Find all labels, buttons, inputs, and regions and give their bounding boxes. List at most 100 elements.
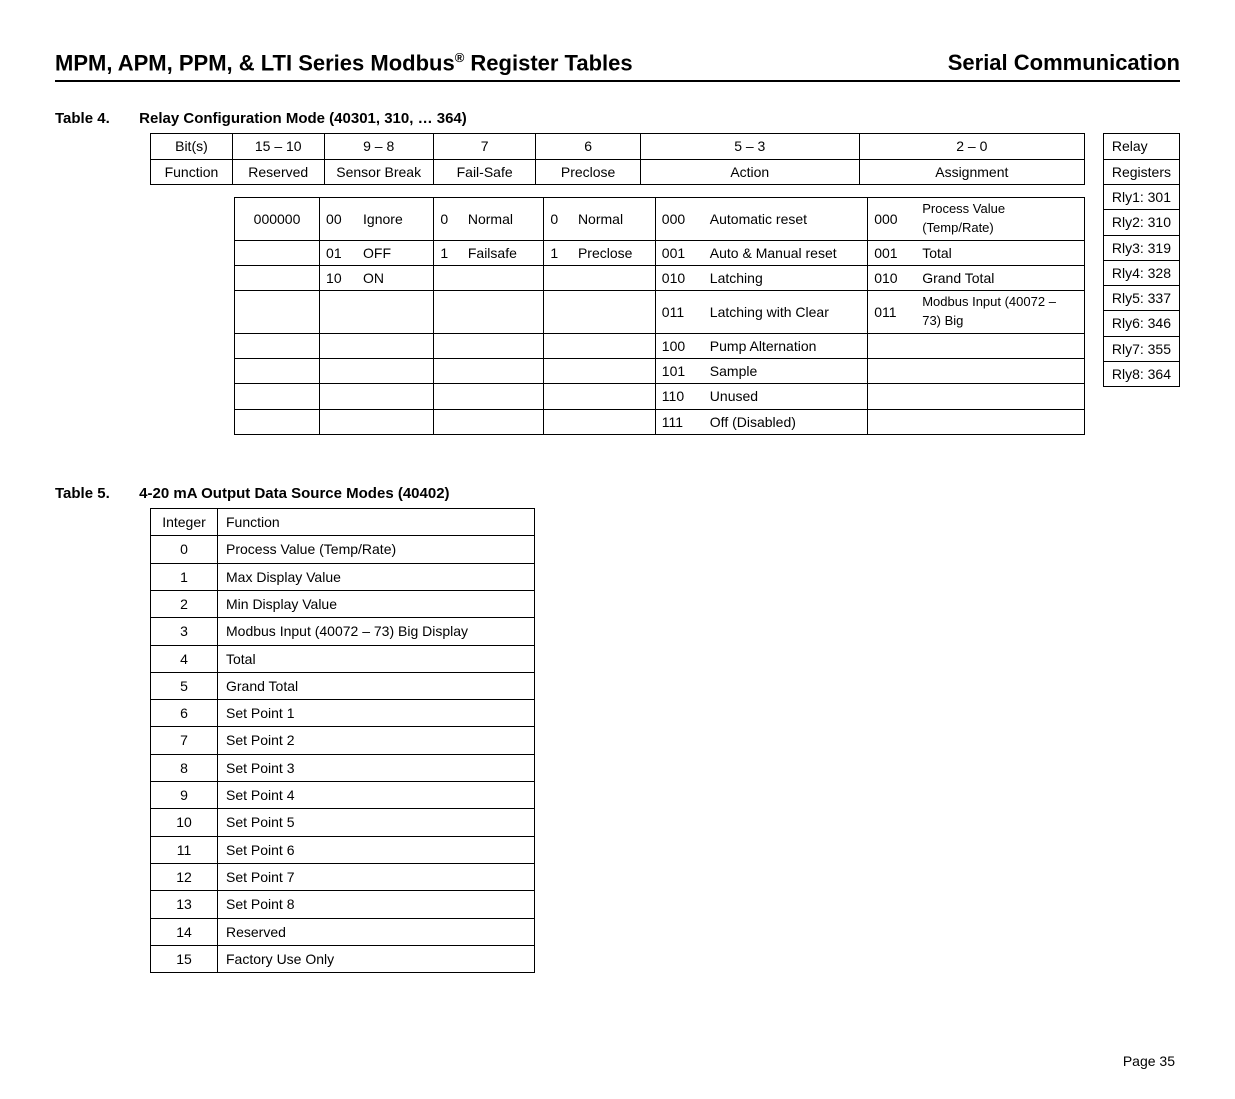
cell-code [868, 384, 917, 409]
table4-caption: Table 4. Relay Configuration Mode (40301… [55, 110, 1180, 127]
t5-fn: Set Point 4 [218, 782, 535, 809]
cell-code: 000 [868, 197, 917, 240]
t5-fn: Set Point 8 [218, 891, 535, 918]
cell-code [434, 291, 462, 334]
cell-code: 011 [868, 291, 917, 334]
cell-code: 110 [655, 384, 704, 409]
table5-caption-title: 4-20 mA Output Data Source Modes (40402) [139, 485, 449, 502]
t4-bits-15-10: 15 – 10 [232, 134, 324, 159]
relay-entry: Rly6: 346 [1103, 311, 1179, 336]
cell-label [916, 409, 1084, 434]
cell-label [572, 384, 655, 409]
t4-bits-2-0: 2 – 0 [859, 134, 1084, 159]
table4-header-row-bits: Bit(s) 15 – 10 9 – 8 7 6 5 – 3 2 – 0 [151, 134, 1085, 159]
t4-fn-action: Action [640, 159, 859, 184]
table5-row: 15Factory Use Only [151, 945, 535, 972]
cell-label [462, 265, 544, 290]
table5: IntegerFunction0Process Value (Temp/Rate… [150, 508, 535, 973]
table4-row: 10ON010Latching010Grand Total [235, 265, 1085, 290]
cell-reserved [235, 240, 320, 265]
relay-row: Registers [1103, 159, 1179, 184]
t5-fn: Process Value (Temp/Rate) [218, 536, 535, 563]
cell-code: 001 [868, 240, 917, 265]
t5-fn: Total [218, 645, 535, 672]
header-title-prefix: MPM, APM, PPM, & LTI Series Modbus [55, 50, 455, 75]
t4-fn-failsafe: Fail-Safe [433, 159, 536, 184]
cell-code: 10 [320, 265, 358, 290]
cell-reserved [235, 409, 320, 434]
t4-bits-5-3: 5 – 3 [640, 134, 859, 159]
table4-header: Bit(s) 15 – 10 9 – 8 7 6 5 – 3 2 – 0 Fun… [150, 133, 1085, 185]
header-section: Serial Communication [948, 50, 1180, 76]
table4-left: Bit(s) 15 – 10 9 – 8 7 6 5 – 3 2 – 0 Fun… [150, 133, 1085, 435]
header-title-sup: ® [455, 50, 465, 65]
table5-row: 10Set Point 5 [151, 809, 535, 836]
t5-int: 7 [151, 727, 218, 754]
cell-code [544, 333, 572, 358]
t5-fn: Modbus Input (40072 – 73) Big Display [218, 618, 535, 645]
relay-entry: Rly7: 355 [1103, 336, 1179, 361]
t5-fn: Set Point 3 [218, 754, 535, 781]
table5-row: 2Min Display Value [151, 590, 535, 617]
table4-row: 111Off (Disabled) [235, 409, 1085, 434]
cell-label: Ignore [357, 197, 434, 240]
cell-label: Auto & Manual reset [704, 240, 868, 265]
cell-code [320, 291, 358, 334]
t5-fn: Min Display Value [218, 590, 535, 617]
table5-row: 8Set Point 3 [151, 754, 535, 781]
t5-int: 4 [151, 645, 218, 672]
relay-entry: Rly4: 328 [1103, 260, 1179, 285]
cell-code [868, 333, 917, 358]
t5-int: 10 [151, 809, 218, 836]
table5-caption: Table 5. 4-20 mA Output Data Source Mode… [55, 485, 1180, 502]
t5-fn: Grand Total [218, 672, 535, 699]
t5-int: 6 [151, 700, 218, 727]
cell-label: Latching with Clear [704, 291, 868, 334]
cell-label [357, 291, 434, 334]
relay-row: Rly4: 328 [1103, 260, 1179, 285]
relay-header: Relay [1103, 134, 1179, 159]
table4-row: 100Pump Alternation [235, 333, 1085, 358]
cell-code: 010 [868, 265, 917, 290]
table4-caption-num: Table 4. [55, 110, 135, 127]
table4-layout: Bit(s) 15 – 10 9 – 8 7 6 5 – 3 2 – 0 Fun… [150, 133, 1180, 435]
t5-fn: Set Point 1 [218, 700, 535, 727]
t5-int: 13 [151, 891, 218, 918]
t5-fn: Reserved [218, 918, 535, 945]
cell-reserved [235, 384, 320, 409]
cell-code [434, 333, 462, 358]
table4-row: 01OFF1Failsafe1Preclose001Auto & Manual … [235, 240, 1085, 265]
t5-fn: Set Point 5 [218, 809, 535, 836]
cell-label [462, 409, 544, 434]
cell-label [357, 409, 434, 434]
relay-row: Rly8: 364 [1103, 362, 1179, 387]
cell-label [357, 359, 434, 384]
relay-entry: Rly1: 301 [1103, 184, 1179, 209]
relay-row: Rly1: 301 [1103, 184, 1179, 209]
cell-label: Unused [704, 384, 868, 409]
t5-int: 8 [151, 754, 218, 781]
t4-bits-9-8: 9 – 8 [324, 134, 433, 159]
table4-header-row-function: Function Reserved Sensor Break Fail-Safe… [151, 159, 1085, 184]
cell-code: 00 [320, 197, 358, 240]
relay-entry: Rly2: 310 [1103, 210, 1179, 235]
t5-int: 12 [151, 863, 218, 890]
relay-row: Relay [1103, 134, 1179, 159]
t5-hdr-integer: Integer [151, 509, 218, 536]
cell-code [320, 359, 358, 384]
t5-hdr-function: Function [218, 509, 535, 536]
cell-label: Grand Total [916, 265, 1084, 290]
t5-fn: Set Point 2 [218, 727, 535, 754]
cell-code [434, 409, 462, 434]
cell-label: Normal [572, 197, 655, 240]
cell-code [434, 265, 462, 290]
cell-code: 001 [655, 240, 704, 265]
t5-int: 15 [151, 945, 218, 972]
cell-code [320, 409, 358, 434]
t5-fn: Set Point 6 [218, 836, 535, 863]
relay-row: Rly2: 310 [1103, 210, 1179, 235]
cell-code: 101 [655, 359, 704, 384]
cell-reserved [235, 333, 320, 358]
page-number: Page 35 [55, 1053, 1180, 1069]
table5-row: 1Max Display Value [151, 563, 535, 590]
